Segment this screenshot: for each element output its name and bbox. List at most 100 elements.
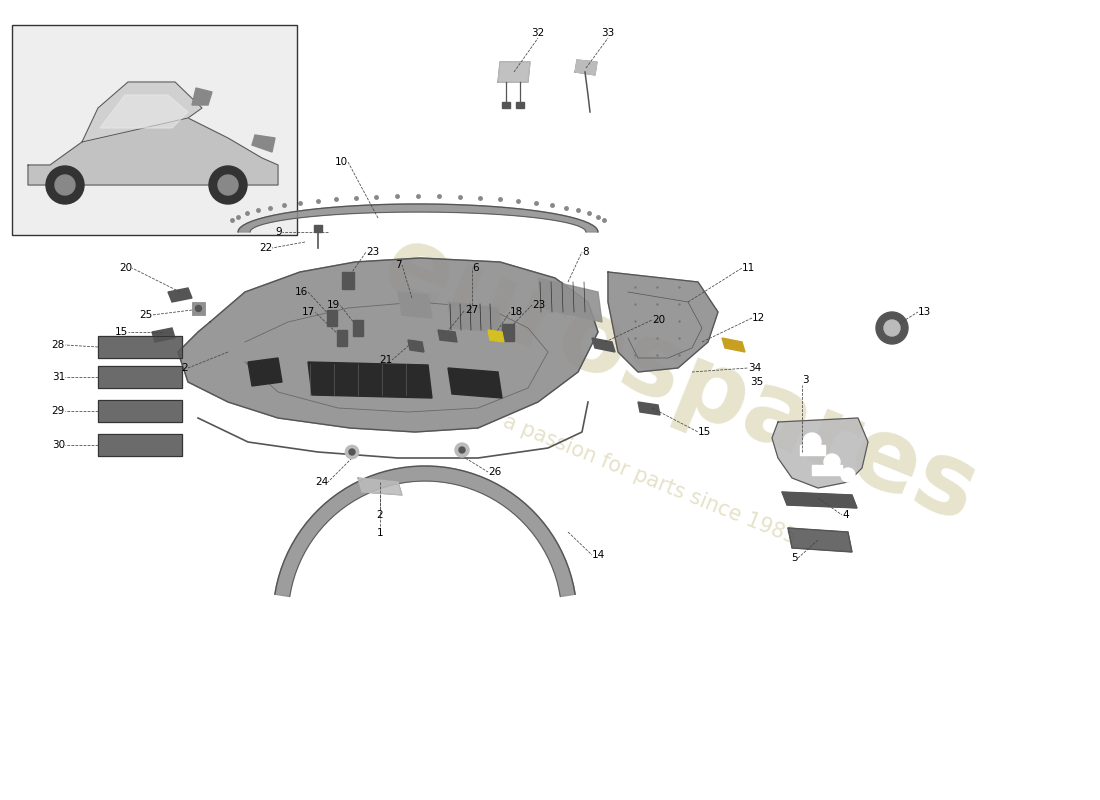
Bar <box>192 302 205 315</box>
Text: 13: 13 <box>918 307 932 317</box>
Polygon shape <box>152 328 175 342</box>
Text: eurospares: eurospares <box>368 217 991 543</box>
Polygon shape <box>98 434 182 456</box>
Polygon shape <box>248 358 282 386</box>
Polygon shape <box>438 330 456 342</box>
Polygon shape <box>178 258 598 432</box>
Polygon shape <box>358 478 402 495</box>
Polygon shape <box>252 135 275 152</box>
Polygon shape <box>98 336 182 358</box>
Circle shape <box>196 306 201 311</box>
Bar <box>12 25 297 235</box>
Polygon shape <box>100 95 188 128</box>
Text: 29: 29 <box>52 406 65 416</box>
Polygon shape <box>168 288 192 302</box>
Polygon shape <box>772 418 868 488</box>
Text: 8: 8 <box>582 247 588 257</box>
Polygon shape <box>448 302 502 332</box>
Text: 7: 7 <box>395 260 402 270</box>
Text: 19: 19 <box>327 300 340 310</box>
Polygon shape <box>575 60 597 75</box>
Circle shape <box>218 175 238 195</box>
Text: 9: 9 <box>275 227 282 237</box>
Polygon shape <box>398 292 432 318</box>
Polygon shape <box>498 62 530 82</box>
Polygon shape <box>788 528 853 552</box>
Text: 27: 27 <box>465 305 478 315</box>
Text: 22: 22 <box>258 243 272 253</box>
Text: 5: 5 <box>791 553 798 563</box>
Text: 30: 30 <box>52 440 65 450</box>
Polygon shape <box>800 445 825 455</box>
Polygon shape <box>538 278 602 322</box>
Polygon shape <box>275 466 575 597</box>
Text: 6: 6 <box>472 263 478 273</box>
Circle shape <box>349 449 355 455</box>
Polygon shape <box>516 102 524 108</box>
Text: 11: 11 <box>742 263 756 273</box>
Polygon shape <box>488 330 504 342</box>
Circle shape <box>824 454 840 470</box>
Circle shape <box>876 312 907 344</box>
Text: 17: 17 <box>301 307 315 317</box>
Text: 10: 10 <box>334 157 348 167</box>
Circle shape <box>209 166 248 204</box>
Text: 12: 12 <box>752 313 766 323</box>
Text: 15: 15 <box>698 427 712 437</box>
Text: 14: 14 <box>592 550 605 560</box>
Polygon shape <box>192 88 212 105</box>
Circle shape <box>459 447 465 453</box>
Circle shape <box>884 320 900 336</box>
Text: 20: 20 <box>652 315 666 325</box>
Text: 23: 23 <box>532 300 546 310</box>
Text: 15: 15 <box>114 327 128 337</box>
Circle shape <box>842 468 855 482</box>
Text: 34: 34 <box>748 363 761 373</box>
Text: 28: 28 <box>52 340 65 350</box>
Text: 4: 4 <box>842 510 848 520</box>
Polygon shape <box>638 402 660 415</box>
Polygon shape <box>28 112 278 185</box>
Polygon shape <box>98 400 182 422</box>
Polygon shape <box>98 366 182 388</box>
Polygon shape <box>238 204 598 232</box>
Circle shape <box>455 443 469 457</box>
Text: 1: 1 <box>376 528 383 538</box>
Circle shape <box>55 175 75 195</box>
Polygon shape <box>408 340 424 352</box>
Text: 32: 32 <box>531 28 544 38</box>
Polygon shape <box>337 330 346 346</box>
Polygon shape <box>722 338 745 352</box>
Text: 33: 33 <box>602 28 615 38</box>
Text: 23: 23 <box>366 247 379 257</box>
Polygon shape <box>592 338 615 352</box>
Text: 16: 16 <box>295 287 308 297</box>
Text: 35: 35 <box>750 377 763 387</box>
Polygon shape <box>812 465 842 475</box>
Polygon shape <box>342 272 354 289</box>
Circle shape <box>803 433 821 451</box>
Text: 18: 18 <box>510 307 524 317</box>
Polygon shape <box>327 310 337 326</box>
Polygon shape <box>308 362 432 398</box>
Polygon shape <box>314 225 322 232</box>
Text: 25: 25 <box>139 310 152 320</box>
Text: 21: 21 <box>378 355 392 365</box>
Text: 2: 2 <box>376 510 383 520</box>
Text: 24: 24 <box>315 477 328 487</box>
Polygon shape <box>782 492 857 508</box>
Circle shape <box>345 445 359 459</box>
Circle shape <box>46 166 84 204</box>
Text: a passion for parts since 1985: a passion for parts since 1985 <box>500 412 800 548</box>
Text: 3: 3 <box>802 375 808 385</box>
Text: 20: 20 <box>119 263 132 273</box>
Polygon shape <box>353 320 363 336</box>
Polygon shape <box>608 272 718 372</box>
Polygon shape <box>82 82 202 142</box>
Text: 31: 31 <box>52 372 65 382</box>
Text: 2: 2 <box>182 363 188 373</box>
Polygon shape <box>448 368 502 398</box>
Text: 26: 26 <box>488 467 502 477</box>
Polygon shape <box>502 324 514 341</box>
Polygon shape <box>502 102 510 108</box>
